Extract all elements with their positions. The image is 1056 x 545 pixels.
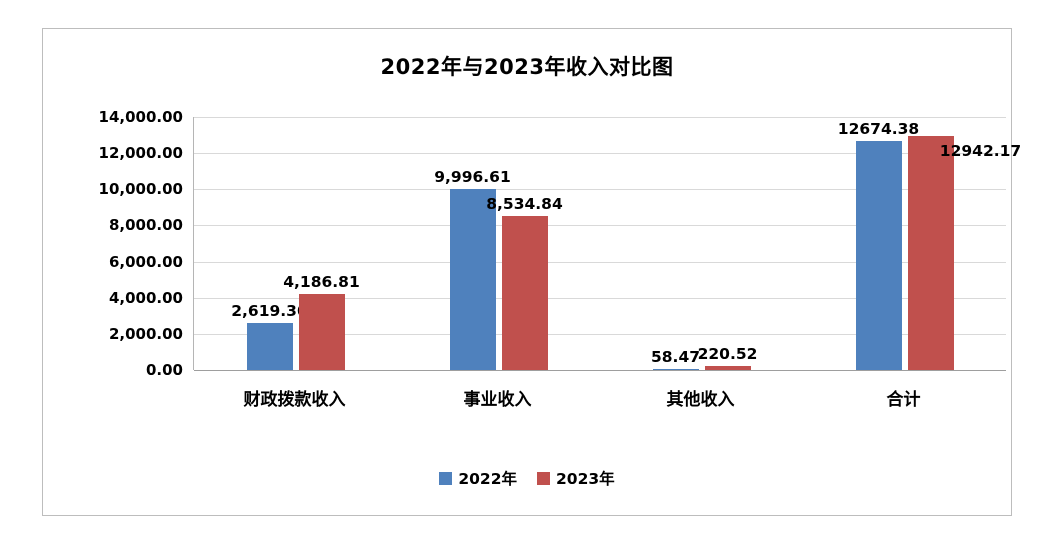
x-axis-line <box>194 370 1006 371</box>
y-tick-label: 6,000.00 <box>108 252 183 271</box>
category-label: 合计 <box>886 390 921 410</box>
y-tick-label: 2,000.00 <box>108 324 183 343</box>
y-tick-label: 10,000.00 <box>98 180 183 199</box>
bar-data-label: 8,534.84 <box>486 194 563 213</box>
bar-data-label: 2,619.30 <box>231 301 308 320</box>
legend-item-2022年: 2022年 <box>439 467 517 489</box>
plot-area: 2,619.30 4,186.81 9,996.61 8,534.84 58.47 220… <box>193 117 1021 371</box>
gridline <box>194 261 1006 263</box>
bar-data-label: 58.47 <box>650 347 701 366</box>
bar-2023年-事业收入 <box>501 215 548 370</box>
bar-2022年-财政拨款收入 <box>246 322 293 370</box>
bar-wrapper: 58.47 <box>651 348 700 370</box>
bar-group: 2,619.30 4,186.81 <box>194 117 397 370</box>
x-axis-labels: 财政拨款收入 事业收入 其他收入 合计 <box>193 385 1005 410</box>
bar-wrapper: 220.52 <box>698 345 757 370</box>
bar-wrapper: 4,186.81 <box>283 273 360 370</box>
chart-title: 2022年与2023年收入对比图 <box>380 55 674 79</box>
bar-wrapper: 12942.17 <box>907 136 1021 370</box>
bar-2023年-其他收入 <box>704 366 751 370</box>
gridline <box>194 297 1006 299</box>
legend-label: 2022年 <box>458 470 517 488</box>
y-tick-label: 0.00 <box>145 361 183 379</box>
bar-data-label: 12942.17 <box>939 142 1022 161</box>
bar-group: 58.47 220.52 <box>600 117 803 370</box>
bar-wrapper: 2,619.30 <box>231 302 308 370</box>
bar-data-label: 4,186.81 <box>283 273 360 292</box>
bar-2022年-合计 <box>855 140 902 370</box>
bar-data-label: 220.52 <box>697 345 758 364</box>
gridline <box>194 225 1006 227</box>
bar-2023年-合计 <box>907 136 954 370</box>
gridline <box>194 333 1006 335</box>
y-tick-label: 14,000.00 <box>98 108 183 126</box>
bar-2023年-财政拨款收入 <box>298 294 345 370</box>
legend-item-2023年: 2023年 <box>537 467 615 489</box>
bar-group: 12674.38 12942.17 <box>803 117 1021 370</box>
bar-groups: 2,619.30 4,186.81 9,996.61 8,534.84 58.47 220… <box>194 117 1021 370</box>
y-axis-labels: 0.00 2,000.00 4,000.00 6,000.00 8,000.00 10,0… <box>43 108 183 379</box>
bar-wrapper: 8,534.84 <box>486 195 563 370</box>
bar-group: 9,996.61 8,534.84 <box>397 117 600 370</box>
chart-frame: 2022年与2023年收入对比图 0.00 2,000.00 4,000.00 6,0… <box>42 28 1021 516</box>
category-label: 事业收入 <box>463 390 532 410</box>
legend: 2022年 2023年 <box>43 467 1011 489</box>
legend-label: 2023年 <box>556 470 615 488</box>
category-label: 财政拨款收入 <box>243 390 346 410</box>
bar-wrapper: 12674.38 <box>838 120 919 370</box>
y-tick-label: 4,000.00 <box>108 288 183 307</box>
y-tick-label: 12,000.00 <box>98 144 183 163</box>
bar-data-label: 12674.38 <box>837 119 920 138</box>
bar-data-label: 9,996.61 <box>434 168 511 187</box>
bar-2022年-其他收入 <box>652 368 699 370</box>
gridline <box>194 189 1006 191</box>
gridline <box>194 153 1006 155</box>
legend-swatch-icon <box>537 471 550 485</box>
gridline <box>194 117 1006 118</box>
bar-2022年-事业收入 <box>449 189 496 370</box>
legend-swatch-icon <box>439 471 453 485</box>
bar-wrapper: 9,996.61 <box>434 168 511 370</box>
y-tick-label: 8,000.00 <box>108 216 183 235</box>
category-label: 其他收入 <box>666 390 735 410</box>
